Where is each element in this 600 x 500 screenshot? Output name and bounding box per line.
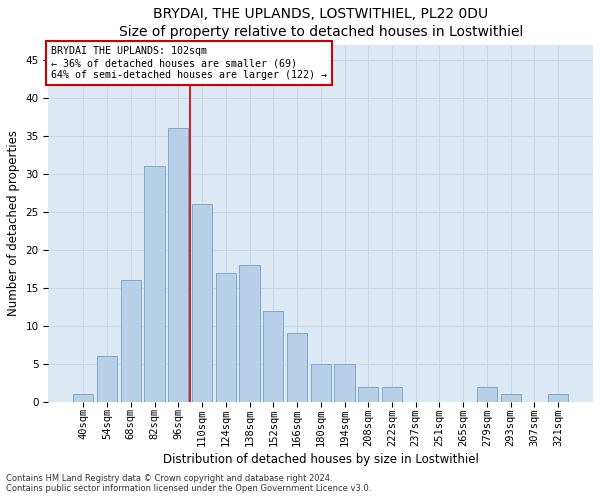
Y-axis label: Number of detached properties: Number of detached properties [7, 130, 20, 316]
Bar [97, 356, 117, 402]
Bar [73, 394, 94, 402]
Bar [121, 280, 141, 402]
Bar [548, 394, 568, 402]
Text: BRYDAI THE UPLANDS: 102sqm
← 36% of detached houses are smaller (69)
64% of semi: BRYDAI THE UPLANDS: 102sqm ← 36% of deta… [51, 46, 327, 80]
Bar [168, 128, 188, 402]
Bar [382, 386, 402, 402]
Bar [287, 334, 307, 402]
Bar [239, 265, 260, 402]
Bar [477, 386, 497, 402]
Bar [311, 364, 331, 402]
Bar [358, 386, 379, 402]
Text: Contains public sector information licensed under the Open Government Licence v3: Contains public sector information licen… [6, 484, 371, 493]
Bar [215, 272, 236, 402]
X-axis label: Distribution of detached houses by size in Lostwithiel: Distribution of detached houses by size … [163, 452, 479, 466]
Bar [334, 364, 355, 402]
Text: Contains HM Land Registry data © Crown copyright and database right 2024.: Contains HM Land Registry data © Crown c… [6, 474, 332, 483]
Bar [192, 204, 212, 402]
Bar [263, 310, 283, 402]
Title: BRYDAI, THE UPLANDS, LOSTWITHIEL, PL22 0DU
Size of property relative to detached: BRYDAI, THE UPLANDS, LOSTWITHIEL, PL22 0… [119, 7, 523, 40]
Bar [145, 166, 164, 402]
Bar [500, 394, 521, 402]
